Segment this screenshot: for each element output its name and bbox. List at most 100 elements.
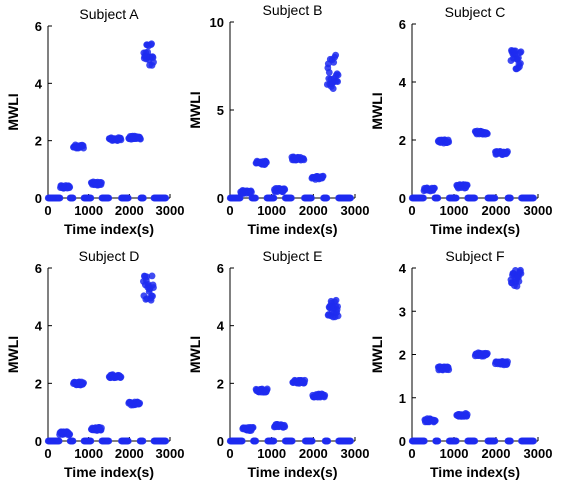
data-segment xyxy=(44,194,64,202)
data-point xyxy=(281,186,289,193)
data-point xyxy=(452,194,460,202)
data-segment xyxy=(136,437,147,445)
x-tick-label: 0 xyxy=(44,203,51,218)
y-tick-label: 0 xyxy=(399,191,406,206)
data-point xyxy=(270,194,278,202)
x-axis-label: Time index(s) xyxy=(430,221,520,237)
subplot-3: 0 1000 2000 3000 0 2 4 6 Subject C Time index(s) M… xyxy=(369,4,552,237)
data-point xyxy=(87,437,95,445)
y-tick-label: 4 xyxy=(217,319,225,334)
data-point xyxy=(238,437,246,445)
data-point xyxy=(69,437,77,445)
y-tick-label: 4 xyxy=(35,319,43,334)
subplot-1: 0 1000 2000 3000 0 2 4 6 Subject A Time index(s) M… xyxy=(5,6,184,237)
data-point xyxy=(504,358,511,366)
data-segment xyxy=(492,358,511,369)
data-point xyxy=(248,188,255,196)
y-tick-label: 6 xyxy=(35,261,42,276)
data-point xyxy=(288,194,295,202)
data-point xyxy=(463,181,471,189)
data-segment xyxy=(464,437,479,445)
data-segment xyxy=(492,148,511,158)
data-segment xyxy=(321,437,332,445)
data-point xyxy=(117,136,125,144)
y-tick-label: 1 xyxy=(399,391,406,406)
data-segment xyxy=(125,398,144,409)
data-point xyxy=(252,437,260,445)
y-axis-label: MWLI xyxy=(369,92,385,129)
data-segment xyxy=(288,153,308,164)
x-axis-label: Time index(s) xyxy=(64,221,154,237)
data-point xyxy=(319,172,327,180)
data-point xyxy=(483,130,491,138)
data-point xyxy=(325,69,333,76)
data-segment xyxy=(252,385,271,396)
x-tick-label: 0 xyxy=(44,446,51,461)
data-segment xyxy=(421,415,439,426)
data-segment xyxy=(150,437,170,445)
data-point xyxy=(136,399,144,407)
data-point xyxy=(137,135,144,143)
data-segment xyxy=(281,194,295,202)
data-segment xyxy=(471,127,491,138)
data-point xyxy=(139,194,147,202)
x-tick-label: 3000 xyxy=(524,203,553,218)
data-point xyxy=(517,270,525,277)
data-point xyxy=(491,437,499,445)
data-segment xyxy=(408,437,428,445)
x-tick-label: 0 xyxy=(408,203,415,218)
data-segment xyxy=(335,437,354,445)
data-point xyxy=(249,424,257,431)
y-tick-label: 0 xyxy=(217,191,224,206)
x-tick-label: 2000 xyxy=(115,446,144,461)
y-tick-label: 6 xyxy=(35,19,42,34)
data-segment xyxy=(434,363,453,374)
data-segment xyxy=(431,194,442,202)
data-point xyxy=(80,379,87,387)
x-axis-label: Time index(s) xyxy=(248,464,338,480)
data-point xyxy=(471,437,479,445)
data-segment xyxy=(250,437,260,445)
data-segment xyxy=(420,184,438,195)
data-point xyxy=(507,194,514,202)
data-segment xyxy=(309,390,329,401)
data-segment xyxy=(289,376,309,387)
data-point xyxy=(69,194,77,202)
subplot-title: Subject B xyxy=(263,2,323,18)
data-segment xyxy=(320,194,331,202)
data-segment xyxy=(87,423,105,434)
data-segment xyxy=(56,428,74,439)
data-point xyxy=(334,303,341,310)
data-segment xyxy=(105,371,125,382)
data-point xyxy=(347,194,354,202)
x-tick-label: 0 xyxy=(226,446,233,461)
data-point xyxy=(504,148,511,155)
data-segment xyxy=(445,194,460,202)
data-segment xyxy=(226,437,246,445)
subplot-title: Subject D xyxy=(79,248,140,264)
data-segment xyxy=(484,194,499,202)
data-point xyxy=(332,51,340,59)
data-segment xyxy=(453,410,471,420)
y-tick-label: 0 xyxy=(35,191,42,206)
data-point xyxy=(149,292,156,300)
data-point xyxy=(288,437,296,445)
data-point xyxy=(148,272,156,280)
data-point xyxy=(491,194,499,202)
data-point xyxy=(87,194,95,202)
x-tick-label: 3000 xyxy=(341,446,370,461)
data-point xyxy=(105,194,113,202)
x-tick-label: 1000 xyxy=(257,446,286,461)
data-segment xyxy=(66,437,77,445)
data-point xyxy=(324,437,332,445)
data-point xyxy=(431,184,438,192)
data-point xyxy=(98,424,105,432)
data-point xyxy=(323,194,331,202)
data-point xyxy=(263,385,271,393)
data-point xyxy=(530,437,537,445)
data-segment xyxy=(70,378,87,389)
data-segment xyxy=(335,194,354,202)
x-tick-label: 2000 xyxy=(482,446,511,461)
data-segment xyxy=(432,437,442,445)
